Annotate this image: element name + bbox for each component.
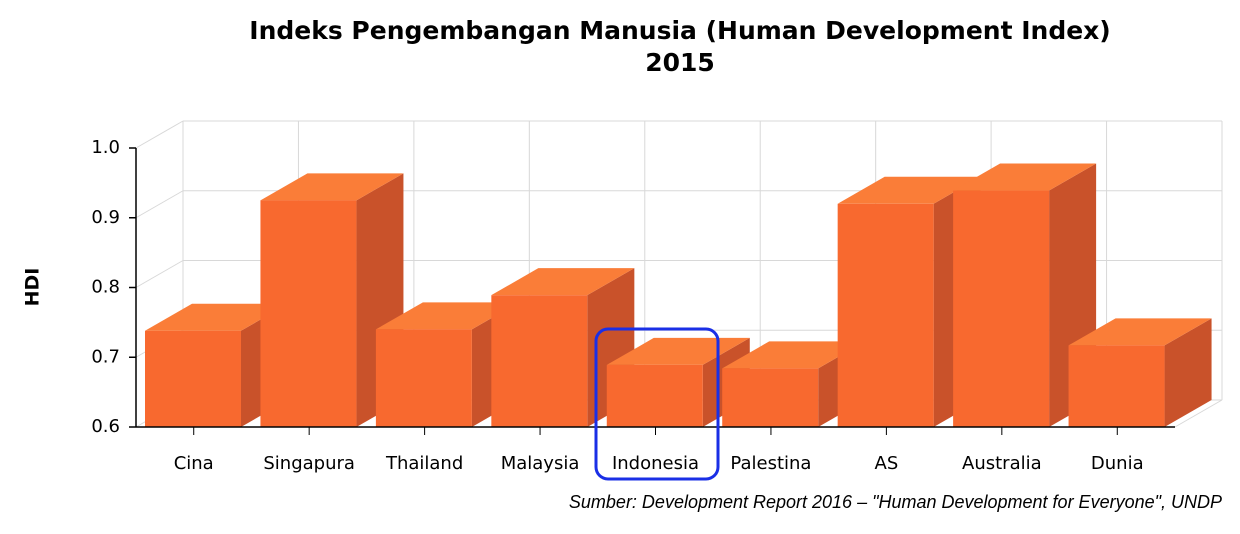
x-tick-label: Singapura (263, 453, 355, 474)
y-tick-label: 0.8 (91, 277, 120, 298)
bar-top (260, 173, 404, 201)
y-tick-label: 0.9 (91, 207, 120, 228)
bar-top (722, 341, 866, 369)
chart-title: 2015 (645, 48, 715, 77)
bar-top (491, 268, 635, 296)
x-tick-label: Malaysia (501, 453, 580, 474)
bar-top (606, 337, 750, 365)
floor-line (1174, 399, 1223, 428)
x-tick-label: Indonesia (612, 453, 699, 474)
y-tick-label: 0.6 (91, 416, 120, 437)
highlight-box (594, 327, 720, 481)
bar (260, 200, 357, 427)
bar-side (1164, 318, 1212, 427)
side-grid-line (135, 190, 184, 219)
y-axis-label: HDI (22, 268, 44, 307)
x-tick-label: AS (875, 453, 899, 474)
bar (375, 329, 472, 427)
bar-top (1068, 318, 1212, 346)
bar (145, 330, 241, 427)
side-grid-line (135, 120, 184, 149)
bar-top (145, 303, 288, 331)
x-tick-label: Cina (174, 453, 214, 474)
axes: 0.6 0.7 0.8 0.9 1.0 Cina Singapura Thailand Mala… (91, 137, 1175, 474)
y-tick-label: 1.0 (91, 137, 120, 158)
x-tick-label: Australia (962, 453, 1042, 474)
bar (606, 364, 703, 427)
bar (491, 295, 588, 427)
x-tick-label: Palestina (730, 453, 811, 474)
x-tick-label: Thailand (385, 453, 463, 474)
bar (722, 368, 819, 427)
bar (837, 203, 934, 427)
source-note: Sumber: Development Report 2016 – "Human… (569, 492, 1222, 512)
bar-top (375, 302, 519, 330)
bar (1068, 345, 1165, 427)
bars (145, 163, 1212, 428)
chart-title: Indeks Pengembangan Manusia (Human Devel… (249, 16, 1110, 45)
x-tick-label: Dunia (1091, 453, 1144, 474)
bar (953, 190, 1050, 427)
bar-top (953, 163, 1097, 191)
side-grid-line (135, 260, 184, 288)
y-tick-label: 0.7 (91, 346, 120, 367)
bar-top (837, 176, 981, 204)
